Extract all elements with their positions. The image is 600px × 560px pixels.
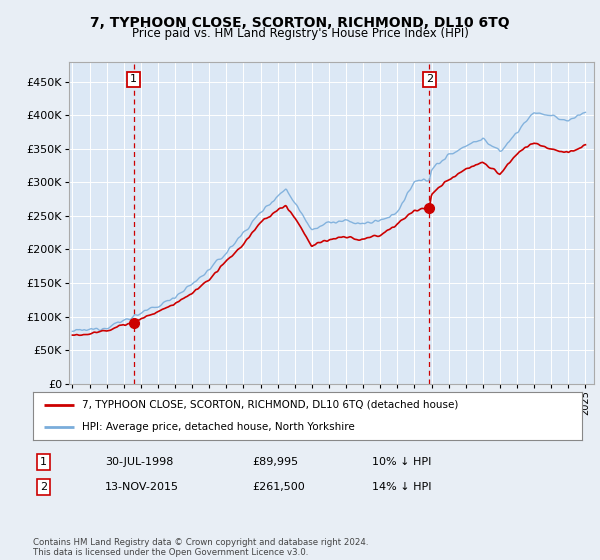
Text: Contains HM Land Registry data © Crown copyright and database right 2024.
This d: Contains HM Land Registry data © Crown c… [33,538,368,557]
Text: 10% ↓ HPI: 10% ↓ HPI [372,457,431,467]
Text: 2: 2 [426,74,433,85]
Text: 1: 1 [40,457,47,467]
Text: 7, TYPHOON CLOSE, SCORTON, RICHMOND, DL10 6TQ (detached house): 7, TYPHOON CLOSE, SCORTON, RICHMOND, DL1… [82,400,459,410]
Text: 13-NOV-2015: 13-NOV-2015 [105,482,179,492]
Text: £89,995: £89,995 [252,457,298,467]
Text: Price paid vs. HM Land Registry's House Price Index (HPI): Price paid vs. HM Land Registry's House … [131,27,469,40]
Text: 30-JUL-1998: 30-JUL-1998 [105,457,173,467]
Text: 2: 2 [40,482,47,492]
Text: £261,500: £261,500 [252,482,305,492]
Text: 14% ↓ HPI: 14% ↓ HPI [372,482,431,492]
Text: HPI: Average price, detached house, North Yorkshire: HPI: Average price, detached house, Nort… [82,422,355,432]
Text: 7, TYPHOON CLOSE, SCORTON, RICHMOND, DL10 6TQ: 7, TYPHOON CLOSE, SCORTON, RICHMOND, DL1… [90,16,510,30]
Text: 1: 1 [130,74,137,85]
